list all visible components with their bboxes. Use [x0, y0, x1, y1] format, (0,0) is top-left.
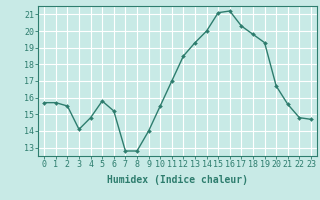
- X-axis label: Humidex (Indice chaleur): Humidex (Indice chaleur): [107, 175, 248, 185]
